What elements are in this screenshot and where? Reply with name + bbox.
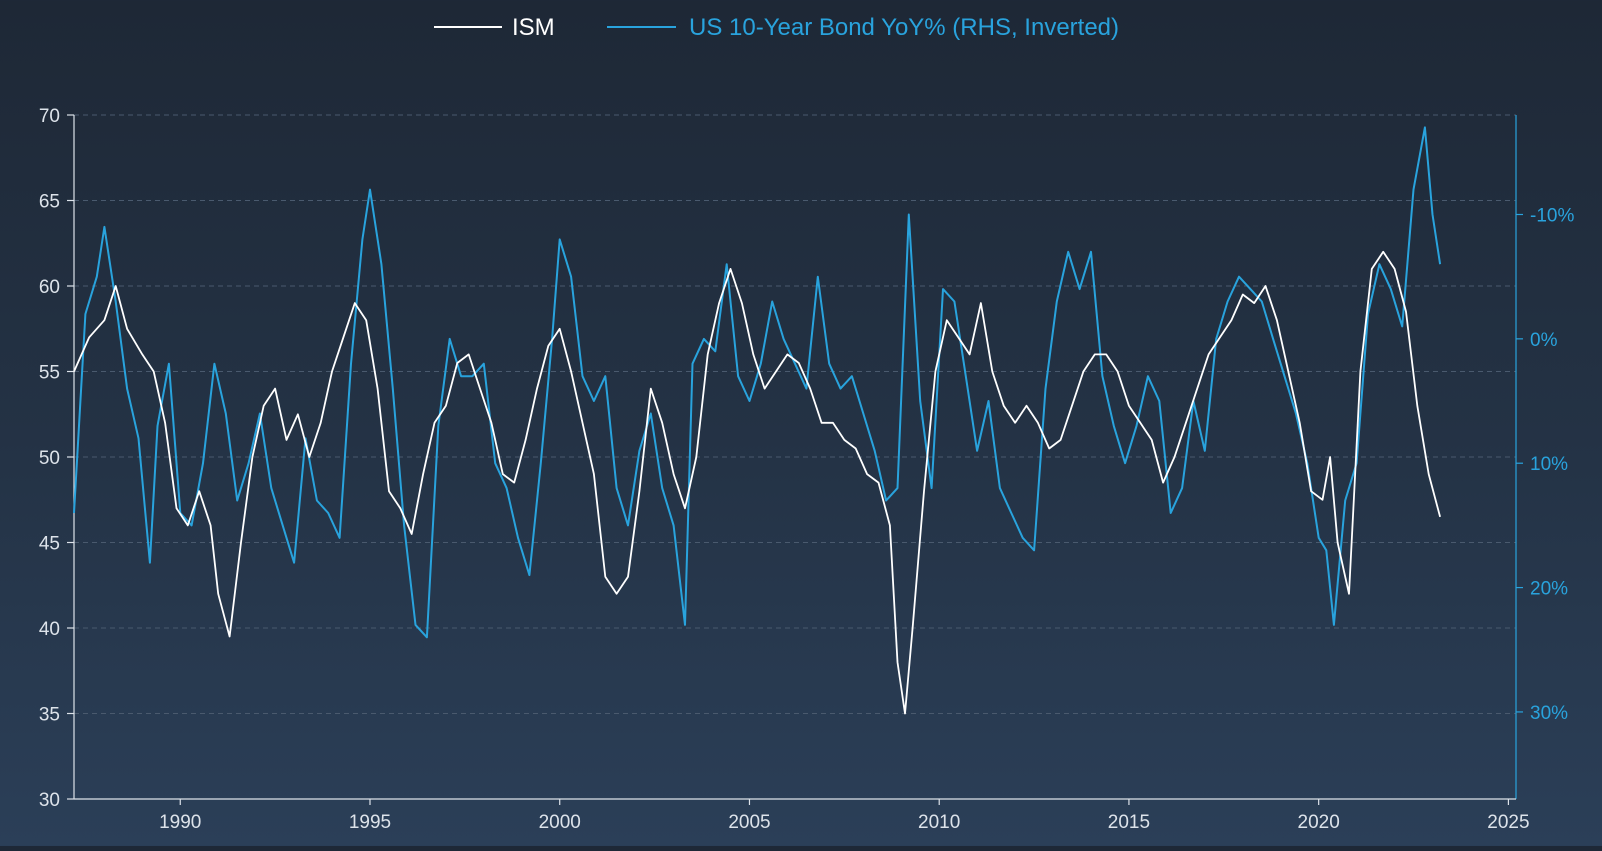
series-ism-line xyxy=(73,250,1441,715)
grid-lines xyxy=(74,114,1516,714)
y-left-tick-label: 55 xyxy=(39,363,60,384)
x-tick-label: 2025 xyxy=(1487,812,1529,833)
legend-bond-label: US 10-Year Bond YoY% (RHS, Inverted) xyxy=(689,14,1119,41)
y-left-tick-label: 50 xyxy=(39,448,60,469)
y-right-tick-label: 30% xyxy=(1530,703,1568,724)
x-tick-label: 2005 xyxy=(728,812,770,833)
x-tick-label: 2010 xyxy=(918,812,960,833)
x-tick-label: 2000 xyxy=(539,812,581,833)
y-left-tick-label: 70 xyxy=(39,106,60,127)
y-left-tick-label: 45 xyxy=(39,534,60,555)
legend-ism-label: ISM xyxy=(512,14,555,41)
y-right-tick-label: 0% xyxy=(1530,330,1558,351)
x-tick-label: 2015 xyxy=(1108,812,1150,833)
series-bond-line xyxy=(73,126,1442,639)
x-tick-label: 1995 xyxy=(349,812,391,833)
legend: ISM US 10-Year Bond YoY% (RHS, Inverted) xyxy=(434,14,1119,41)
y-left-tick-label: 30 xyxy=(39,790,60,811)
y-left-tick-label: 40 xyxy=(39,619,60,640)
y-left-tick-label: 60 xyxy=(39,277,60,298)
y-right-tick-label: -10% xyxy=(1530,205,1574,226)
y-left-tick-label: 65 xyxy=(39,192,60,213)
y-right-tick-label: 10% xyxy=(1530,454,1568,475)
series-layer xyxy=(73,126,1442,715)
y-left-tick-label: 35 xyxy=(39,705,60,726)
axes: 30 35 40 45 50 55 60 65 70 -10% 0% 10% 20% 30% 1990 199… xyxy=(39,106,1575,833)
y-right-tick-label: 20% xyxy=(1530,579,1568,600)
x-tick-label: 2020 xyxy=(1298,812,1340,833)
x-tick-label: 1990 xyxy=(159,812,201,833)
